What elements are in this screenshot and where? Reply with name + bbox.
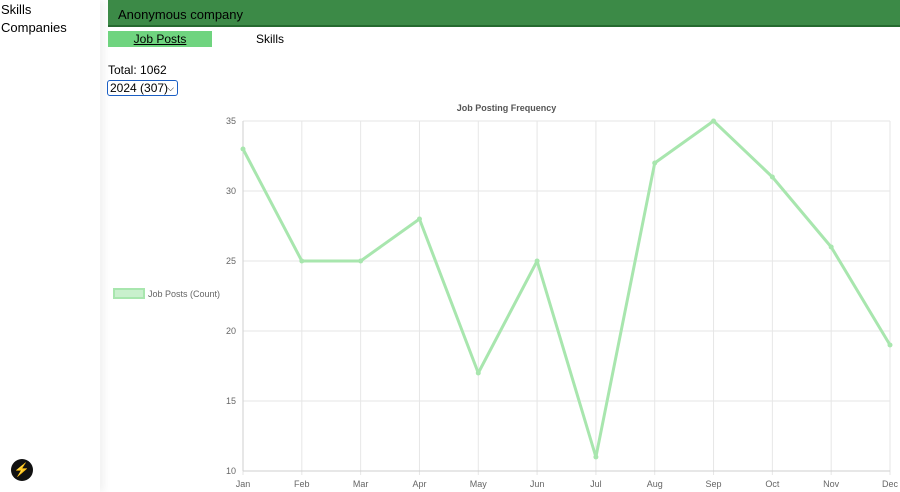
data-point <box>358 258 364 264</box>
y-tick-label: 35 <box>226 116 236 126</box>
data-point <box>711 118 717 124</box>
data-point <box>593 454 599 460</box>
data-point <box>652 160 658 166</box>
x-tick-label: Sep <box>706 479 722 489</box>
x-tick-label: May <box>470 479 488 489</box>
x-tick-label: Jun <box>530 479 545 489</box>
data-point <box>887 342 893 348</box>
sidebar: Skills Companies ⚡ <box>0 0 100 492</box>
y-tick-label: 25 <box>226 256 236 266</box>
y-tick-label: 30 <box>226 186 236 196</box>
x-tick-label: Nov <box>823 479 840 489</box>
company-header: Anonymous company <box>108 0 900 27</box>
y-tick-label: 15 <box>226 396 236 406</box>
total-count: Total: 1062 <box>108 63 167 77</box>
chevron-down-icon: ⌵ <box>167 83 174 93</box>
company-name: Anonymous company <box>118 7 244 22</box>
legend-swatch <box>113 288 145 299</box>
data-point <box>240 146 246 152</box>
x-tick-label: Apr <box>412 479 426 489</box>
series-line <box>241 119 892 459</box>
data-point <box>534 258 540 264</box>
data-point <box>299 258 305 264</box>
legend-label: Job Posts (Count) <box>148 289 220 299</box>
x-tick-label: Mar <box>353 479 369 489</box>
year-select-value: 2024 (307) <box>110 81 169 95</box>
data-point <box>769 174 775 180</box>
chart-title: Job Posting Frequency <box>457 103 557 113</box>
data-point <box>416 216 422 222</box>
year-select[interactable]: 2024 (307) ⌵ <box>107 80 178 96</box>
tab-job-posts[interactable]: Job Posts <box>108 31 212 47</box>
sidebar-item-companies[interactable]: Companies <box>1 20 67 35</box>
x-tick-label: Dec <box>882 479 899 489</box>
data-point <box>828 244 834 250</box>
x-tick-label: Feb <box>294 479 310 489</box>
tab-skills[interactable]: Skills <box>255 32 284 46</box>
y-tick-label: 10 <box>226 466 236 476</box>
bolt-icon[interactable]: ⚡ <box>11 459 33 481</box>
data-point <box>475 370 481 376</box>
x-tick-label: Aug <box>647 479 663 489</box>
x-tick-label: Jul <box>590 479 602 489</box>
x-tick-label: Jan <box>236 479 251 489</box>
sidebar-item-skills[interactable]: Skills <box>1 2 32 17</box>
y-tick-label: 20 <box>226 326 236 336</box>
x-tick-label: Oct <box>765 479 780 489</box>
